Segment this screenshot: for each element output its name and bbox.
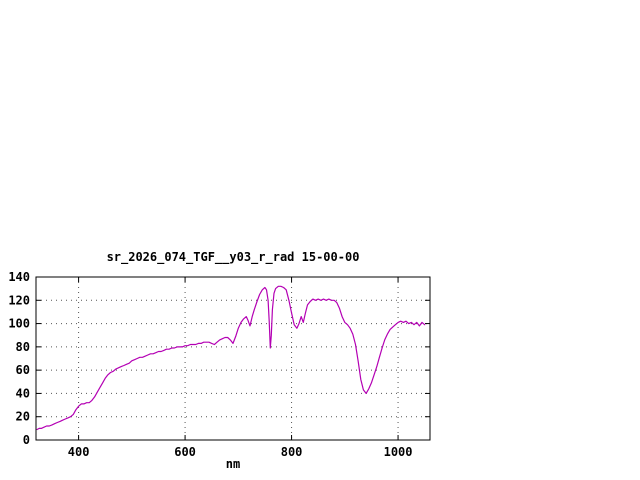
y-tick-label: 140 [8, 270, 30, 284]
plot-border [35, 276, 431, 441]
x-tick-label: 800 [281, 445, 303, 459]
y-tick-label: 20 [16, 410, 30, 424]
x-axis-label: nm [226, 457, 240, 471]
x-tick-label: 1000 [384, 445, 413, 459]
y-tick-label: 0 [23, 433, 30, 447]
series-line [36, 285, 426, 431]
y-tick-label: 80 [16, 340, 30, 354]
x-tick-label: 600 [174, 445, 196, 459]
y-tick-label: 60 [16, 363, 30, 377]
tick-marks [36, 276, 430, 441]
y-tick-label: 40 [16, 386, 30, 400]
y-tick-label: 120 [8, 293, 30, 307]
y-tick-labels: 0 20 40 60 80 100 120 140 [8, 270, 30, 447]
x-tick-label: 400 [68, 445, 90, 459]
gridlines [36, 277, 430, 440]
x-tick-labels: 400 600 800 1000 [68, 445, 413, 459]
y-tick-label: 100 [8, 317, 30, 331]
chart-title: sr_2026_074_TGF__y03_r_rad 15-00-00 [107, 250, 360, 265]
